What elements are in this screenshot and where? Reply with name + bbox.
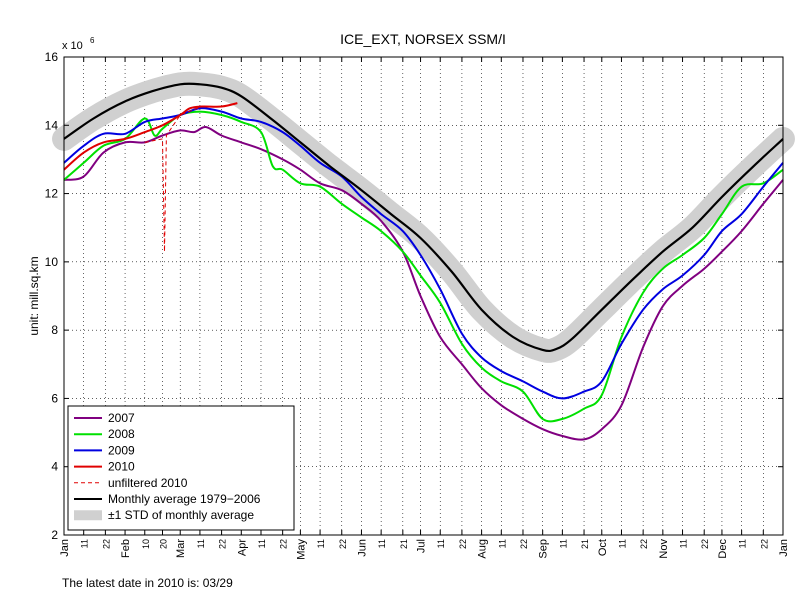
x-tick-label-13: 11 [316,539,326,548]
legend-label-3: 2010 [108,460,135,474]
x-tick-label-33: Dec [717,539,729,559]
latest-date-note: The latest date in 2010 is: 03/29 [62,576,233,590]
x-tick-label-12: May [295,539,307,560]
y-tick-label-0: 2 [51,528,58,542]
x-tick-label-3: Feb [120,539,132,558]
x-tick-label-25: 11 [558,539,568,548]
x-tick-label-30: Nov [658,539,670,559]
x-tick-label-7: 11 [196,539,206,548]
legend-label-4: unfiltered 2010 [108,476,188,490]
legend-label-6: ±1 STD of monthly average [108,508,254,522]
x-tick-label-34: 11 [738,539,748,548]
x-tick-label-32: 22 [700,539,710,549]
y-axis-label: unit: mill.sq.km [27,256,41,335]
x-tick-label-18: Jul [416,539,428,553]
legend-box [67,405,295,531]
x-tick-label-28: 11 [618,539,628,548]
x-tick-label-0: Jan [59,539,71,557]
chart-title: ICE_EXT, NORSEX SSM/I [340,31,506,47]
x-tick-label-5: 20 [159,539,169,549]
x-tick-label-26: 21 [580,539,590,549]
x-tick-label-9: Apr [236,539,248,556]
y-tick-label-3: 8 [51,323,58,337]
x-tick-label-14: 22 [338,539,348,549]
y-tick-label-1: 4 [51,460,58,474]
x-tick-label-1: 11 [80,539,90,548]
x-tick-label-20: 22 [458,539,468,549]
x-tick-label-35: 22 [759,539,769,549]
y-tick-label-7: 16 [45,50,59,64]
x-tick-label-6: Mar [175,539,187,558]
legend-label-5: Monthly average 1979−2006 [108,492,261,506]
x-tick-label-17: 21 [399,539,409,549]
plot-frame [63,56,784,536]
y-tick-label-2: 6 [51,391,58,405]
x-tick-label-10: 11 [257,539,267,548]
x-tick-label-27: Oct [597,539,609,556]
std-band [52,71,795,363]
series-line-3 [63,102,238,171]
x-tick-label-16: 11 [377,539,387,548]
legend-label-1: 2008 [108,427,135,441]
x-tick-label-21: Aug [477,539,489,559]
y-multiplier-base: x 10 [62,40,83,52]
series-line-5 [63,82,784,353]
series-line-4 [144,102,238,252]
x-tick-label-23: 22 [519,539,529,549]
plot-area: 2 4 6 8 10 12 14 16 Jan 11 22 Feb 10 20 Mar 11 22 Apr 11 22… [45,50,795,560]
x-tick-label-11: 22 [279,539,289,549]
series-line-0 [63,125,784,441]
x-tick-label-19: 11 [436,539,446,548]
y-tick-label-5: 12 [45,187,59,201]
legend-label-2: 2009 [108,443,135,457]
legend-label-0: 2007 [108,411,135,425]
x-tick-label-2: 22 [101,539,111,549]
x-tick-label-29: 22 [639,539,649,549]
y-multiplier-label: x 10 6 [62,36,95,52]
y-tick-label-6: 14 [45,118,59,132]
x-tick-label-4: 10 [141,539,151,549]
y-multiplier-exponent: 6 [90,36,95,45]
x-tick-label-22: 11 [497,539,507,548]
x-tick-label-15: Jun [356,539,368,557]
y-tick-label-4: 10 [45,255,59,269]
x-tick-label-36: Jan [778,539,790,557]
x-tick-label-8: 22 [218,539,228,549]
series-line-1 [63,110,784,423]
x-tick-label-31: 11 [679,539,689,548]
x-tick-label-24: Sep [538,539,550,559]
